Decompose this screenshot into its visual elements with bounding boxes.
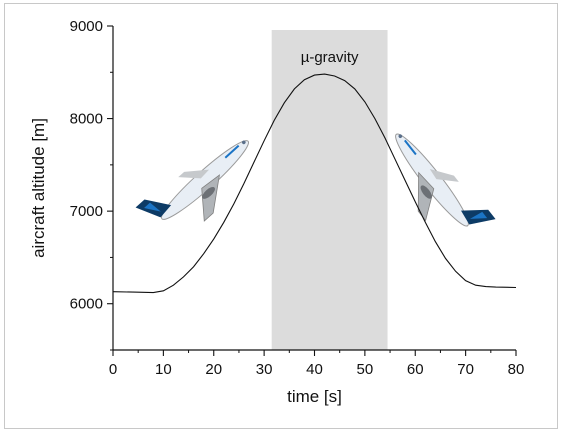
x-tick-label: 50: [357, 361, 374, 378]
x-tick-label: 20: [205, 361, 222, 378]
y-tick-label: 7000: [70, 203, 103, 220]
x-tick-label: 0: [109, 361, 117, 378]
aircraft-descent-illustration: [395, 133, 496, 227]
x-tick-label: 10: [155, 361, 172, 378]
y-axis-label: aircraft altitude [m]: [29, 118, 48, 258]
x-tick-label: 80: [508, 361, 525, 378]
y-tick-label: 9000: [70, 18, 103, 35]
mu-gravity-band: [271, 30, 388, 350]
aircraft-climb-illustration: [135, 140, 250, 222]
mu-gravity-label: µ-gravity: [301, 49, 359, 66]
x-axis-label: time [s]: [287, 387, 342, 406]
y-tick-label: 8000: [70, 111, 103, 128]
x-tick-label: 30: [256, 361, 273, 378]
x-tick-label: 40: [306, 361, 323, 378]
x-tick-label: 60: [407, 361, 424, 378]
x-tick-label: 70: [457, 361, 474, 378]
series-line-0: [112, 73, 517, 294]
y-tick-label: 6000: [70, 296, 103, 313]
